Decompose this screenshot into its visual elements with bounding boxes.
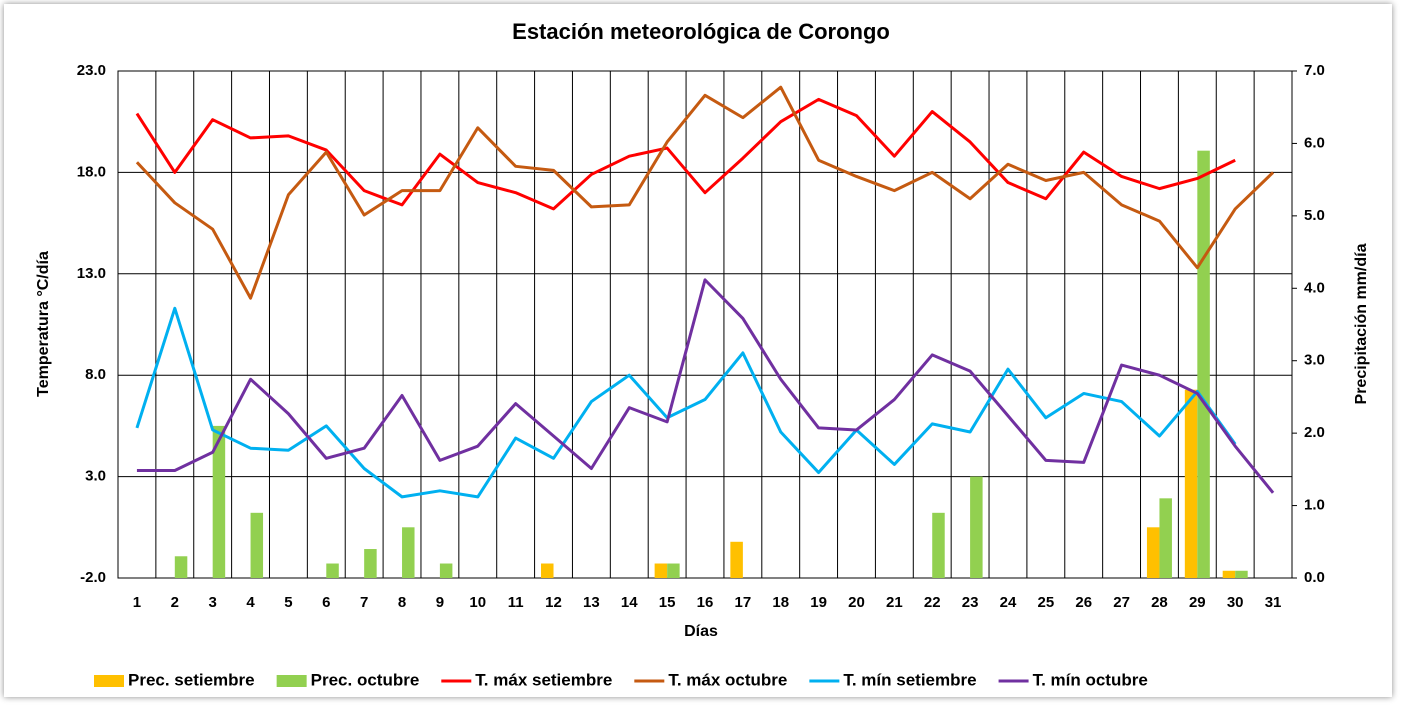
x-tick-label: 21 [886,594,903,611]
bar [970,476,983,578]
bar [174,556,188,578]
bar [402,527,415,578]
y2-tick-label: 3.0 [1304,352,1325,369]
legend-label: T. mín setiembre [843,670,976,689]
x-tick-label: 8 [398,594,406,611]
bar [1146,527,1160,578]
line-series [135,85,1275,300]
line-series [135,97,1236,211]
x-tick-label: 10 [469,594,486,611]
x-tick-label: 15 [659,594,676,611]
x-tick-label: 22 [924,594,941,611]
line-series [135,306,1237,499]
bar [326,563,339,578]
x-tick-label: 7 [360,594,368,611]
legend-label: T. máx setiembre [475,670,612,689]
y2-tick-label: 2.0 [1304,424,1325,441]
chart-frame [4,4,1392,697]
y2-tick-label: 0.0 [1304,569,1325,586]
x-tick-label: 12 [545,594,562,611]
x-tick-label: 30 [1227,594,1244,611]
x-tick-label: 29 [1189,594,1206,611]
y-tick-label: 8.0 [85,366,106,383]
x-tick-label: 4 [246,594,255,611]
legend-swatch [276,675,307,687]
x-tick-label: 20 [848,594,865,611]
legend-label: T. máx octubre [668,670,787,689]
bar [1235,570,1248,578]
x-tick-label: 27 [1113,594,1130,611]
bar [1222,570,1236,578]
x-tick-label: 28 [1151,594,1168,611]
y2-tick-label: 6.0 [1304,134,1325,151]
y2-axis-label: Precipitación mm/día [1353,243,1370,404]
x-tick-label: 18 [772,594,789,611]
bar [932,512,945,578]
x-axis-label: Días [684,623,718,640]
x-tick-label: 9 [436,594,444,611]
y-tick-label: 3.0 [85,468,106,485]
x-tick-label: 19 [810,594,827,611]
line-series [136,278,1275,494]
bar [212,425,226,578]
y2-tick-label: 5.0 [1304,207,1325,224]
y2-tick-label: 1.0 [1304,497,1325,514]
bar [364,549,377,578]
chart-title: Estación meteorológica de Corongo [512,19,890,44]
x-tick-label: 13 [583,594,600,611]
bar [730,541,743,578]
y2-tick-label: 4.0 [1304,279,1325,296]
x-tick-label: 6 [322,594,330,611]
bar [667,563,680,578]
x-tick-label: 5 [284,594,292,611]
bar [1197,150,1210,578]
y-axis-label: Temperatura °C/día [35,251,52,397]
x-tick-label: 2 [171,594,179,611]
x-tick-label: 3 [209,594,217,611]
bar [439,563,453,578]
y-tick-label: 13.0 [77,265,106,282]
bar [654,563,668,578]
y2-tick-label: 7.0 [1304,62,1325,79]
bar [541,563,554,578]
y-tick-label: -2.0 [80,569,106,586]
legend-label: Prec. setiembre [128,670,255,689]
y-tick-label: 18.0 [77,163,106,180]
bar [250,512,264,578]
x-tick-label: 11 [508,594,524,611]
x-tick-label: 17 [735,594,752,611]
y-tick-label: 23.0 [77,62,106,79]
x-tick-label: 25 [1037,594,1054,611]
x-tick-label: 1 [133,594,141,611]
plot-border [117,70,1293,579]
bar [1184,389,1198,578]
x-tick-label: 16 [697,594,714,611]
legend-label: Prec. octubre [311,670,420,689]
x-tick-label: 14 [621,594,638,611]
x-tick-label: 23 [962,594,979,611]
x-tick-label: 26 [1075,594,1092,611]
x-tick-label: 24 [1000,594,1017,611]
legend-swatch [94,675,124,687]
bar [1159,498,1172,578]
x-tick-label: 31 [1265,594,1282,611]
legend-label: T. mín octubre [1033,670,1148,689]
